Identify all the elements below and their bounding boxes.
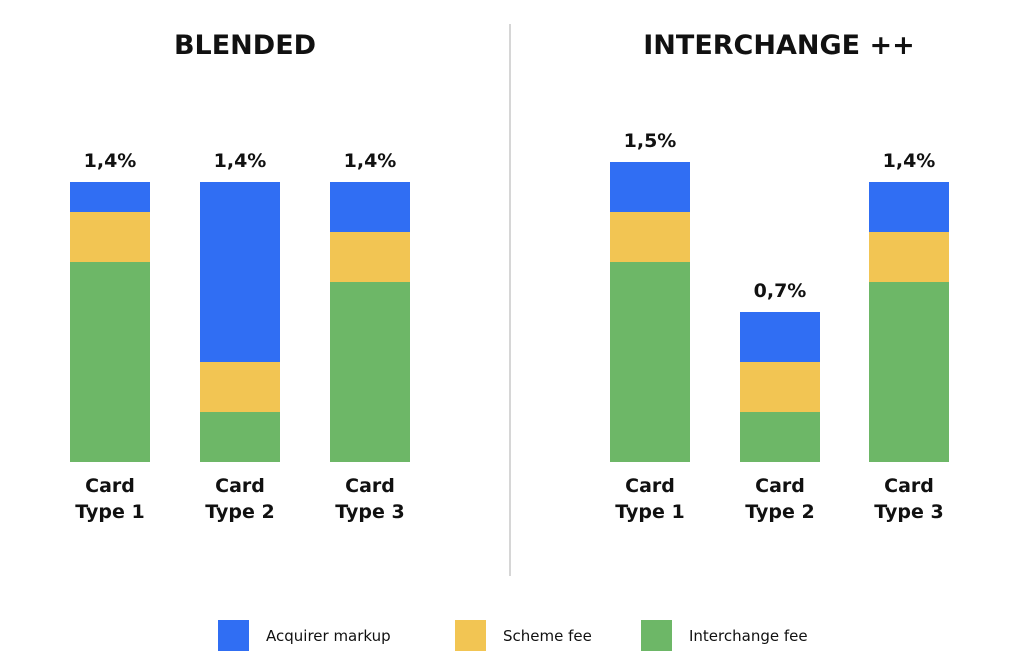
value-label-card-type-1: 1,5%: [624, 130, 677, 152]
value-label-card-type-2: 0,7%: [754, 280, 807, 302]
bar-segment-interchange-fee-card-type-2: [200, 412, 280, 462]
category-label-line1-card-type-2: Card: [215, 475, 265, 497]
legend: Acquirer markup Scheme fee Interchange f…: [218, 620, 808, 651]
bar-segment-scheme-fee-card-type-2: [740, 362, 820, 412]
legend-swatch-interchange-fee: [641, 620, 672, 651]
bar-segment-acquirer-markup-card-type-2: [200, 182, 280, 362]
bar-segment-scheme-fee-card-type-1: [70, 212, 150, 262]
category-label-line1-card-type-1: Card: [85, 475, 135, 497]
category-label-line2-card-type-1: Type 1: [615, 501, 684, 523]
bar-segment-interchange-fee-card-type-2: [740, 412, 820, 462]
value-label-card-type-2: 1,4%: [214, 150, 267, 172]
category-label-line2-card-type-3: Type 3: [335, 501, 404, 523]
chart-title-blended: BLENDED: [174, 30, 316, 61]
bars-interchange: [610, 162, 949, 462]
legend-label-interchange-fee: Interchange fee: [689, 627, 808, 645]
legend-swatch-scheme-fee: [455, 620, 486, 651]
category-label-line2-card-type-1: Type 1: [75, 501, 144, 523]
labels-blended: 1,4% Card Type 1 1,4% Card Type 2 1,4% Card Type…: [75, 150, 404, 523]
bars-blended: [70, 182, 410, 462]
bar-segment-interchange-fee-card-type-3: [869, 282, 949, 462]
bar-segment-interchange-fee-card-type-1: [70, 262, 150, 462]
category-label-line1-card-type-1: Card: [625, 475, 675, 497]
legend-swatch-acquirer-markup: [218, 620, 249, 651]
chart-title-interchange: INTERCHANGE ++: [643, 30, 914, 61]
bar-segment-scheme-fee-card-type-3: [869, 232, 949, 282]
value-label-card-type-3: 1,4%: [883, 150, 936, 172]
bar-segment-acquirer-markup-card-type-1: [610, 162, 690, 212]
value-label-card-type-3: 1,4%: [344, 150, 397, 172]
legend-item-interchange-fee: Interchange fee: [641, 620, 808, 651]
bar-segment-scheme-fee-card-type-2: [200, 362, 280, 412]
category-label-line2-card-type-2: Type 2: [205, 501, 274, 523]
chart-interchange-plus-plus: INTERCHANGE ++ 1,5% Card Type 1 0,7% Card Typ…: [610, 30, 949, 523]
category-label-line2-card-type-3: Type 3: [874, 501, 943, 523]
value-label-card-type-1: 1,4%: [84, 150, 137, 172]
bar-segment-scheme-fee-card-type-3: [330, 232, 410, 282]
category-label-line2-card-type-2: Type 2: [745, 501, 814, 523]
category-label-line1-card-type-2: Card: [755, 475, 805, 497]
bar-segment-acquirer-markup-card-type-3: [330, 182, 410, 232]
bar-segment-interchange-fee-card-type-1: [610, 262, 690, 462]
legend-label-acquirer-markup: Acquirer markup: [266, 627, 391, 645]
bar-segment-acquirer-markup-card-type-1: [70, 182, 150, 212]
legend-item-acquirer-markup: Acquirer markup: [218, 620, 391, 651]
bar-segment-acquirer-markup-card-type-3: [869, 182, 949, 232]
bar-segment-interchange-fee-card-type-3: [330, 282, 410, 462]
legend-label-scheme-fee: Scheme fee: [503, 627, 592, 645]
category-label-line1-card-type-3: Card: [345, 475, 395, 497]
bar-segment-acquirer-markup-card-type-2: [740, 312, 820, 362]
legend-item-scheme-fee: Scheme fee: [455, 620, 592, 651]
bar-segment-scheme-fee-card-type-1: [610, 212, 690, 262]
category-label-line1-card-type-3: Card: [884, 475, 934, 497]
labels-interchange: 1,5% Card Type 1 0,7% Card Type 2 1,4% Card Type…: [615, 130, 943, 523]
